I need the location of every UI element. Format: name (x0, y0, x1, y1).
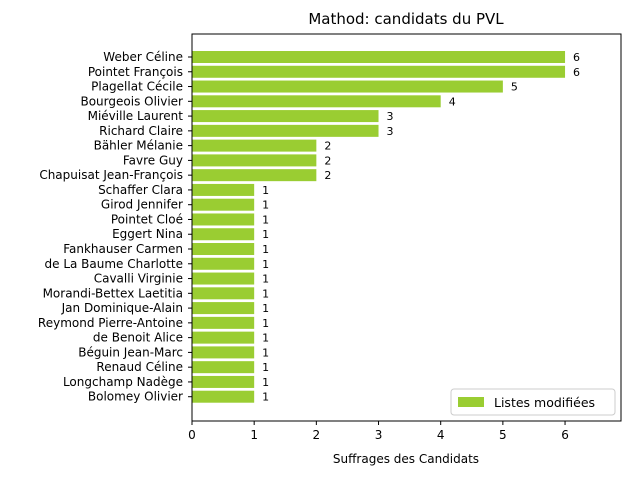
plot-frame (191, 33, 622, 422)
category-label: Girod Jennifer (101, 198, 183, 212)
bar (192, 346, 255, 359)
value-label: 5 (511, 81, 518, 94)
bar (192, 80, 503, 93)
legend-swatch (458, 397, 484, 407)
bar (192, 302, 255, 315)
value-label: 1 (262, 317, 269, 330)
category-label: Jan Dominique-Alain (61, 301, 183, 315)
bars-group (192, 51, 566, 403)
bar (192, 361, 255, 374)
bar (192, 169, 317, 182)
category-label: Bolomey Olivier (88, 390, 183, 404)
x-axis-ticks: 0 1 2 3 4 5 6 (188, 421, 569, 442)
value-label: 1 (262, 302, 269, 315)
legend: Listes modifiées (450, 388, 616, 416)
bar (192, 95, 441, 108)
category-label: de Benoit Alice (93, 331, 183, 345)
category-label: Schaffer Clara (98, 183, 183, 197)
x-axis-label: Suffrages des Candidats (333, 452, 479, 466)
value-label: 1 (262, 228, 269, 241)
bar (192, 110, 379, 123)
category-label: Fankhauser Carmen (63, 242, 183, 256)
value-label: 1 (262, 243, 269, 256)
value-label: 4 (449, 95, 456, 108)
value-label: 2 (324, 169, 331, 182)
bar (192, 198, 255, 211)
value-label: 1 (262, 273, 269, 286)
x-tick-label: 0 (188, 428, 196, 442)
bar (192, 228, 255, 241)
category-label: Renaud Céline (96, 360, 183, 374)
category-label: Bähler Mélanie (94, 139, 183, 153)
value-label: 1 (262, 376, 269, 389)
bar (192, 213, 255, 226)
category-label: Chapuisat Jean-François (39, 168, 183, 182)
bar (192, 257, 255, 270)
value-label: 1 (262, 184, 269, 197)
value-label: 1 (262, 332, 269, 345)
category-label: de La Baume Charlotte (45, 257, 184, 271)
value-label: 1 (262, 391, 269, 404)
bar (192, 287, 255, 300)
category-label: Reymond Pierre-Antoine (38, 316, 183, 330)
category-label: Morandi-Bettex Laetitia (43, 286, 183, 300)
value-label: 1 (262, 199, 269, 212)
bar (192, 154, 317, 167)
value-label: 1 (262, 287, 269, 300)
x-tick-label: 3 (375, 428, 383, 442)
legend-box (450, 388, 616, 416)
category-label: Pointet François (88, 65, 183, 79)
bar (192, 390, 255, 403)
category-label: Miéville Laurent (88, 109, 184, 123)
bar (192, 65, 566, 78)
category-label: Favre Guy (123, 153, 183, 167)
value-label: 6 (573, 51, 580, 64)
bar (192, 316, 255, 329)
category-label: Richard Claire (99, 124, 183, 138)
value-label: 3 (387, 125, 394, 138)
x-tick-label: 1 (250, 428, 258, 442)
bar (192, 139, 317, 152)
value-label: 3 (387, 110, 394, 123)
category-label: Plagellat Cécile (91, 80, 183, 94)
category-label: Longchamp Nadège (63, 375, 183, 389)
bar (192, 331, 255, 344)
x-tick-label: 4 (437, 428, 445, 442)
bar (192, 183, 255, 196)
value-label: 1 (262, 213, 269, 226)
value-label: 2 (324, 140, 331, 153)
bar (192, 272, 255, 285)
value-label: 1 (262, 346, 269, 359)
value-label: 2 (324, 154, 331, 167)
x-tick-label: 5 (499, 428, 507, 442)
value-label: 1 (262, 258, 269, 271)
category-label: Pointet Cloé (111, 212, 183, 226)
bar (192, 375, 255, 388)
category-label: Weber Céline (103, 50, 183, 64)
value-label: 1 (262, 361, 269, 374)
bar (192, 51, 566, 63)
x-tick-label: 6 (561, 428, 569, 442)
category-label: Eggert Nina (112, 227, 183, 241)
bar (192, 243, 255, 256)
legend-label: Listes modifiées (494, 395, 595, 410)
bar (192, 124, 379, 137)
category-label: Cavalli Virginie (94, 272, 183, 286)
x-tick-label: 2 (313, 428, 321, 442)
category-label: Bourgeois Olivier (80, 94, 183, 108)
value-label: 6 (573, 66, 580, 79)
category-label: Béguin Jean-Marc (78, 345, 183, 359)
chart-title: Mathod: candidats du PVL (308, 10, 504, 28)
